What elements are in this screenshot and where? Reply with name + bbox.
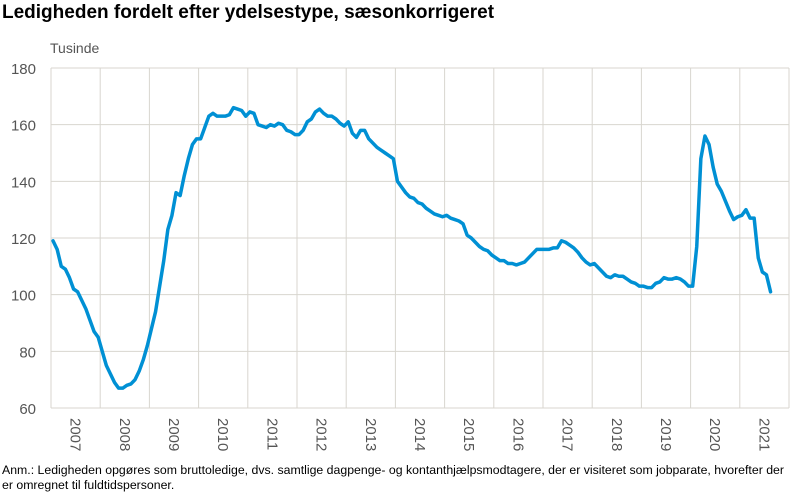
x-tick-label: 2018 [608,418,625,451]
y-tick-label: 160 [11,118,36,135]
x-tick-label: 2009 [165,418,182,451]
y-axis-unit-label: Tusinde [50,40,100,56]
x-tick-label: 2016 [509,418,526,451]
y-tick-label: 140 [11,174,36,191]
x-tick-label: 2015 [460,418,477,451]
x-tick-label: 2012 [313,418,330,451]
x-tick-label: 2010 [214,418,231,451]
x-tick-label: 2008 [116,418,133,451]
chart-footnote: Anm.: Ledigheden opgøres som bruttoledig… [2,463,784,492]
x-tick-label: 2017 [559,418,576,451]
y-tick-label: 100 [11,288,36,305]
x-tick-label: 2014 [411,418,428,451]
y-tick-label: 80 [19,344,36,361]
x-tick-label: 2020 [706,418,723,451]
x-tick-label: 2013 [362,418,379,451]
x-tick-label: 2007 [67,418,84,451]
data-line [51,105,773,390]
x-tick-label: 2019 [657,418,674,451]
y-tick-label: 180 [11,61,36,78]
y-tick-label: 120 [11,231,36,248]
y-tick-label: 60 [19,401,36,418]
x-tick-label: 2011 [263,418,280,450]
x-tick-label: 2021 [755,418,772,451]
chart-title: Ledigheden fordelt efter ydelsestype, sæ… [2,2,495,23]
